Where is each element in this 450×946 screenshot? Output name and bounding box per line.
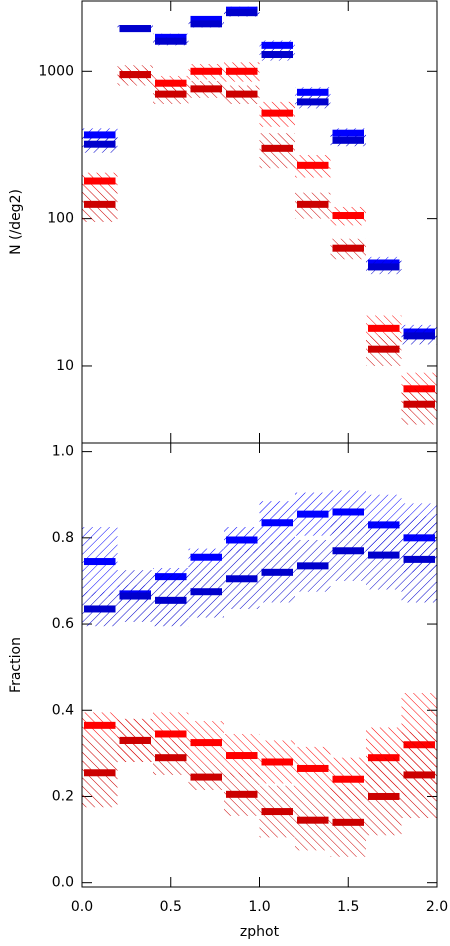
bar xyxy=(261,109,293,117)
bar xyxy=(332,212,364,220)
bar xyxy=(261,51,293,59)
bar xyxy=(332,129,364,137)
bar xyxy=(261,808,293,816)
bar xyxy=(403,555,435,563)
y-tick-label: 100 xyxy=(47,211,74,227)
bar xyxy=(297,200,329,208)
bar xyxy=(332,508,364,516)
bar xyxy=(403,332,435,340)
bar xyxy=(155,37,187,45)
bar xyxy=(368,551,400,559)
bar xyxy=(84,200,116,208)
bar xyxy=(155,79,187,87)
bar xyxy=(261,519,293,527)
bar xyxy=(368,324,400,332)
y-tick-label: 0.2 xyxy=(52,788,74,804)
bar xyxy=(261,144,293,152)
bar xyxy=(261,41,293,49)
bar xyxy=(155,596,187,604)
bar xyxy=(84,131,116,139)
bar xyxy=(226,536,258,544)
bar xyxy=(297,764,329,772)
bar xyxy=(226,67,258,75)
bar xyxy=(155,754,187,762)
bar xyxy=(84,605,116,613)
plot-frame xyxy=(81,442,438,888)
bar xyxy=(226,790,258,798)
y-axis-label: N (/deg2) xyxy=(8,189,24,255)
bar xyxy=(119,71,151,79)
bar xyxy=(297,88,329,96)
y-tick-label: 0.4 xyxy=(52,702,74,718)
bar xyxy=(119,736,151,744)
bar xyxy=(226,575,258,583)
y-tick-label: 1000 xyxy=(38,63,74,79)
bar xyxy=(332,818,364,826)
y-tick-label: 10 xyxy=(56,358,74,374)
x-tick-label: 0.5 xyxy=(160,899,182,915)
bar xyxy=(119,25,151,33)
bar xyxy=(84,558,116,566)
bar xyxy=(403,400,435,408)
bar xyxy=(84,769,116,777)
bar xyxy=(155,730,187,738)
bar xyxy=(190,67,222,75)
y-tick-label: 0.0 xyxy=(52,875,74,891)
bar xyxy=(297,98,329,106)
y-tick-label: 0.6 xyxy=(52,616,74,632)
x-tick-label: 1.5 xyxy=(337,899,359,915)
bar xyxy=(190,773,222,781)
bar xyxy=(297,510,329,518)
bar xyxy=(368,792,400,800)
bar xyxy=(84,177,116,185)
bar xyxy=(155,90,187,98)
x-axis-label: zphot xyxy=(240,924,280,940)
y-axis-label: Fraction xyxy=(8,637,24,693)
bar xyxy=(190,588,222,596)
bar xyxy=(84,721,116,729)
bar xyxy=(332,136,364,144)
bar xyxy=(190,20,222,28)
y-tick-label: 0.8 xyxy=(52,530,74,546)
bar xyxy=(297,816,329,824)
bar xyxy=(226,90,258,98)
x-tick-label: 0.0 xyxy=(71,899,93,915)
bar xyxy=(368,345,400,353)
bar xyxy=(297,562,329,570)
x-tick-label: 1.0 xyxy=(248,899,270,915)
bar xyxy=(119,592,151,600)
y-tick-label: 1.0 xyxy=(52,444,74,460)
bar xyxy=(84,140,116,148)
bar xyxy=(261,758,293,766)
bar xyxy=(368,263,400,271)
bar xyxy=(190,553,222,561)
x-tick-label: 2.0 xyxy=(426,899,448,915)
bar xyxy=(190,15,222,23)
bar xyxy=(297,161,329,169)
bar xyxy=(190,739,222,747)
bar xyxy=(226,9,258,17)
bar xyxy=(261,568,293,576)
bar xyxy=(226,752,258,760)
bar xyxy=(403,771,435,779)
bar xyxy=(332,244,364,252)
bar xyxy=(332,775,364,783)
bar xyxy=(332,547,364,555)
bar xyxy=(190,85,222,93)
